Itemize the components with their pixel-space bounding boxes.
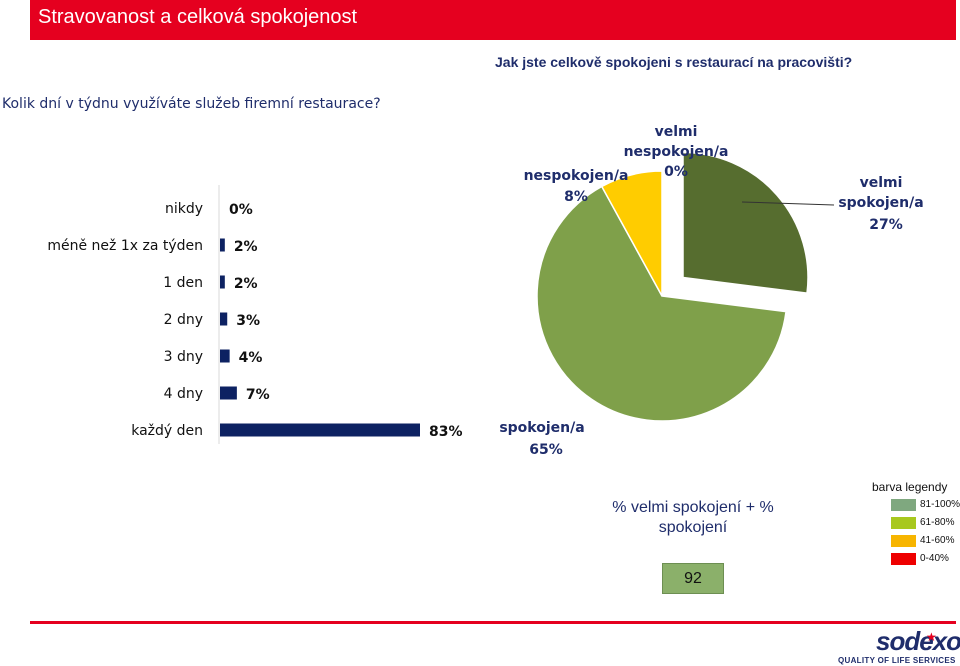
bar (220, 275, 225, 289)
leader-line (741, 201, 835, 206)
bar-data-label: 2% (234, 276, 258, 292)
legend-swatch-2 (891, 517, 916, 529)
pie-data-label: 8% (564, 189, 588, 205)
pie-question: Jak jste celkově spokojeni s restaurací … (495, 54, 853, 70)
summary-label: % velmi spokojení + % spokojení (612, 499, 774, 536)
category-label: každý den (131, 423, 203, 439)
legend-item: 81-100% (891, 499, 960, 513)
category-label: 3 dny (164, 349, 203, 365)
bar-data-label: 83% (429, 424, 463, 440)
category-label: 1 den (163, 275, 203, 291)
legend-swatch-1 (891, 499, 916, 511)
pie-data-label: 27% (869, 217, 903, 233)
legend-label: 41-60% (920, 535, 955, 546)
bar-data-label: 7% (246, 387, 270, 403)
pie-slice-label: velmi (655, 124, 698, 140)
pie-slice-label: nespokojen/a (524, 168, 629, 184)
summary-value: 92 (684, 570, 702, 587)
bar (220, 312, 228, 326)
page-title: Stravovanost a celková spokojenost (38, 6, 358, 28)
bar-chart: nikdy 0% méně než 1x za týden 2% 1 den 2% 2 dn… (47, 185, 463, 444)
bar (220, 349, 230, 363)
pie-slice-label: spokojen/a (499, 420, 584, 436)
pie-data-label: 0% (664, 164, 688, 180)
title-bar: Stravovanost a celková spokojenost (30, 0, 956, 40)
legend-label: 0-40% (920, 553, 949, 564)
legend-label: 61-80% (920, 517, 955, 528)
tagline: QUALITY OF LIFE SERVICES (838, 656, 956, 665)
bar-data-label: 0% (229, 202, 253, 218)
pie-data-label: 65% (529, 442, 563, 458)
category-label: 4 dny (164, 386, 203, 402)
pie-slice (536, 185, 787, 422)
category-label: 2 dny (164, 312, 203, 328)
sodexo-logo: sodexo (876, 626, 960, 656)
footer-line (30, 621, 956, 624)
bar (220, 386, 237, 400)
legend-title: barva legendy (872, 480, 948, 494)
legend-item: 41-60% (891, 535, 960, 549)
category-label: nikdy (165, 201, 203, 217)
category-label: méně než 1x za týden (47, 238, 203, 254)
legend-swatch-3 (891, 535, 916, 547)
legend-item: 61-80% (891, 517, 960, 531)
pie-slice-label: velmi (860, 175, 903, 191)
bar (220, 423, 420, 437)
legend-item: 0-40% (891, 553, 960, 567)
pie-chart: velmi spokojen/a 27% spokojen/a 65% nespokoje… (499, 124, 923, 458)
logo-star-icon: ★ (926, 630, 937, 644)
bar-question: Kolik dní v týdnu využíváte služeb firem… (2, 96, 381, 112)
pie-slice (600, 170, 663, 297)
legend-swatch-4 (891, 553, 916, 565)
pie-slice (682, 151, 809, 294)
bar (220, 238, 225, 252)
legend-label: 81-100% (920, 499, 960, 510)
bar-data-label: 2% (234, 239, 258, 255)
bar-data-label: 3% (236, 313, 260, 329)
pie-slice-label: spokojen/a (838, 195, 923, 211)
summary-value-box: 92 (662, 563, 724, 594)
bar-data-label: 4% (239, 350, 263, 366)
pie-slice-label: nespokojen/a (624, 144, 729, 160)
